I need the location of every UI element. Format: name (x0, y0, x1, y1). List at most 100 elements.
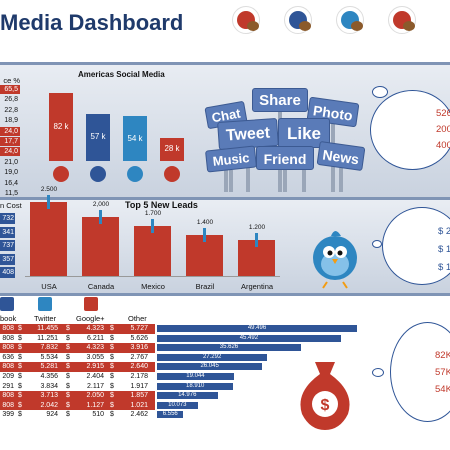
googleplus-icon (84, 297, 98, 311)
googleplus-icon (164, 166, 180, 182)
table-row: $ $ $808 7.832 4.323 3.916 (0, 343, 155, 353)
table-header-3: Other (128, 314, 147, 323)
cloud-mid-line-1: $ 2 (438, 226, 450, 237)
leads-category-label: Canada (87, 282, 115, 291)
money-bag-icon: $ (300, 362, 350, 430)
table-cell: 11.251 (37, 334, 58, 342)
pct-value: 26,8 (4, 96, 18, 104)
sign-post (246, 148, 250, 192)
americas-chart-title: Americas Social Media (78, 70, 165, 79)
table-row: $ $ $808 3.713 2.050 1.857 (0, 391, 155, 401)
table-row: $ $ $808 2.042 1.127 1.021 (0, 400, 155, 411)
currency-symbol: $ (18, 344, 22, 352)
currency-symbol: $ (110, 401, 114, 409)
americas-bar: 28 k (160, 137, 184, 161)
pct-value: 24,0 (0, 126, 20, 136)
leads-bar (134, 225, 171, 276)
table-cell: 3.916 (130, 344, 148, 352)
table-cell: 6.211 (87, 334, 104, 342)
table-cell: 808 (2, 344, 14, 352)
currency-symbol: $ (18, 325, 22, 332)
table-row: $ $ $291 3.834 2.117 1.917 (0, 381, 155, 392)
cloud-mid (382, 207, 450, 285)
currency-symbol: $ (66, 373, 70, 380)
currency-symbol: $ (110, 363, 114, 371)
leads-data-label: 1.200 (248, 224, 266, 232)
currency-symbol: $ (66, 411, 70, 419)
twitter-icon (127, 166, 143, 182)
table-row: $ $ $209 4.356 2.404 2.178 (0, 372, 155, 382)
currency-symbol: $ (18, 392, 22, 400)
currency-symbol: $ (66, 353, 70, 361)
pct-value: 18,9 (4, 117, 18, 125)
table-cell: 2.050 (86, 392, 104, 400)
leads-category-label: Mexico (141, 282, 165, 291)
currency-symbol: $ (18, 401, 22, 409)
leads-error-bar (255, 233, 258, 248)
table-cell: 11.455 (37, 325, 58, 332)
table-cell: 5.281 (40, 363, 58, 371)
currency-symbol: $ (110, 344, 114, 352)
table-cell: 636 (2, 353, 14, 361)
currency-symbol: $ (18, 411, 22, 419)
table-row: $ $ $808 11.251 6.211 5.626 (0, 333, 155, 344)
sign-share: Share (252, 88, 308, 112)
leads-chart-title: Top 5 New Leads (125, 200, 198, 210)
hbar: 45.492 (157, 334, 341, 342)
pct-value: 11,5 (4, 190, 18, 197)
table-cell: 1.917 (130, 382, 148, 390)
sign-like: Like (278, 118, 330, 148)
pinterest-icon (53, 166, 69, 182)
cloud-top-line-2: 200 (436, 124, 450, 135)
hbar: 19.044 (157, 373, 234, 380)
leads-error-bar (151, 218, 154, 233)
facebook-sheep-icon-sheep-body (299, 21, 311, 31)
pct-header: ce % (3, 76, 20, 85)
currency-symbol: $ (110, 373, 114, 380)
currency-symbol: $ (110, 353, 114, 361)
hbar: 35.626 (157, 344, 301, 352)
twitter-bird-icon (313, 231, 357, 289)
table-cell: 7.832 (40, 344, 58, 352)
pinterest-sheep-icon-sheep-body (247, 21, 259, 31)
table-cell: 2.042 (40, 401, 58, 409)
cost-value: 732 (0, 213, 15, 224)
sign-friend: Friend (256, 146, 314, 170)
pct-value: 21,0 (4, 158, 18, 166)
currency-symbol: $ (110, 392, 114, 400)
currency-symbol: $ (66, 334, 70, 342)
svg-text:$: $ (321, 397, 330, 414)
table-cell: 1.127 (86, 401, 104, 409)
hbar: 26.045 (157, 363, 263, 371)
table-header-2: Google+ (76, 314, 105, 323)
currency-symbol: $ (66, 325, 70, 332)
bottom-divider (0, 293, 450, 296)
americas-bar-label: 82 k (53, 121, 69, 131)
leads-category-label: USA (41, 282, 57, 291)
mid-divider (0, 197, 450, 200)
leads-category-label: Argentina (240, 282, 274, 291)
cloud-top-line-3: 400 (436, 140, 450, 151)
table-cell: 4.323 (86, 325, 104, 332)
leads-data-label: 2,000 (92, 200, 110, 208)
americas-bar-label: 54 k (127, 133, 143, 143)
cloud-bottom-line-2: 57K (435, 367, 450, 378)
pct-value: 22,8 (4, 106, 18, 114)
leads-data-label: 2.500 (40, 185, 58, 193)
cloud-mid-line-3: $ 1 (438, 262, 450, 273)
twitter-icon (38, 297, 52, 311)
table-cell: 808 (2, 401, 14, 409)
currency-symbol: $ (66, 344, 70, 352)
table-cell: 2.404 (86, 373, 104, 380)
table-cell: 2.767 (130, 353, 148, 361)
top-divider (0, 62, 450, 65)
leads-bar (30, 201, 67, 276)
table-header-1: Twitter (34, 314, 57, 323)
table-cell: 808 (2, 363, 14, 371)
table-row: $ $ $808 5.281 2.915 2.640 (0, 362, 155, 372)
hbar: 10.073 (157, 401, 198, 409)
currency-symbol: $ (18, 382, 22, 390)
sign-news: News (316, 140, 366, 172)
currency-symbol: $ (110, 334, 114, 342)
currency-symbol: $ (66, 382, 70, 390)
